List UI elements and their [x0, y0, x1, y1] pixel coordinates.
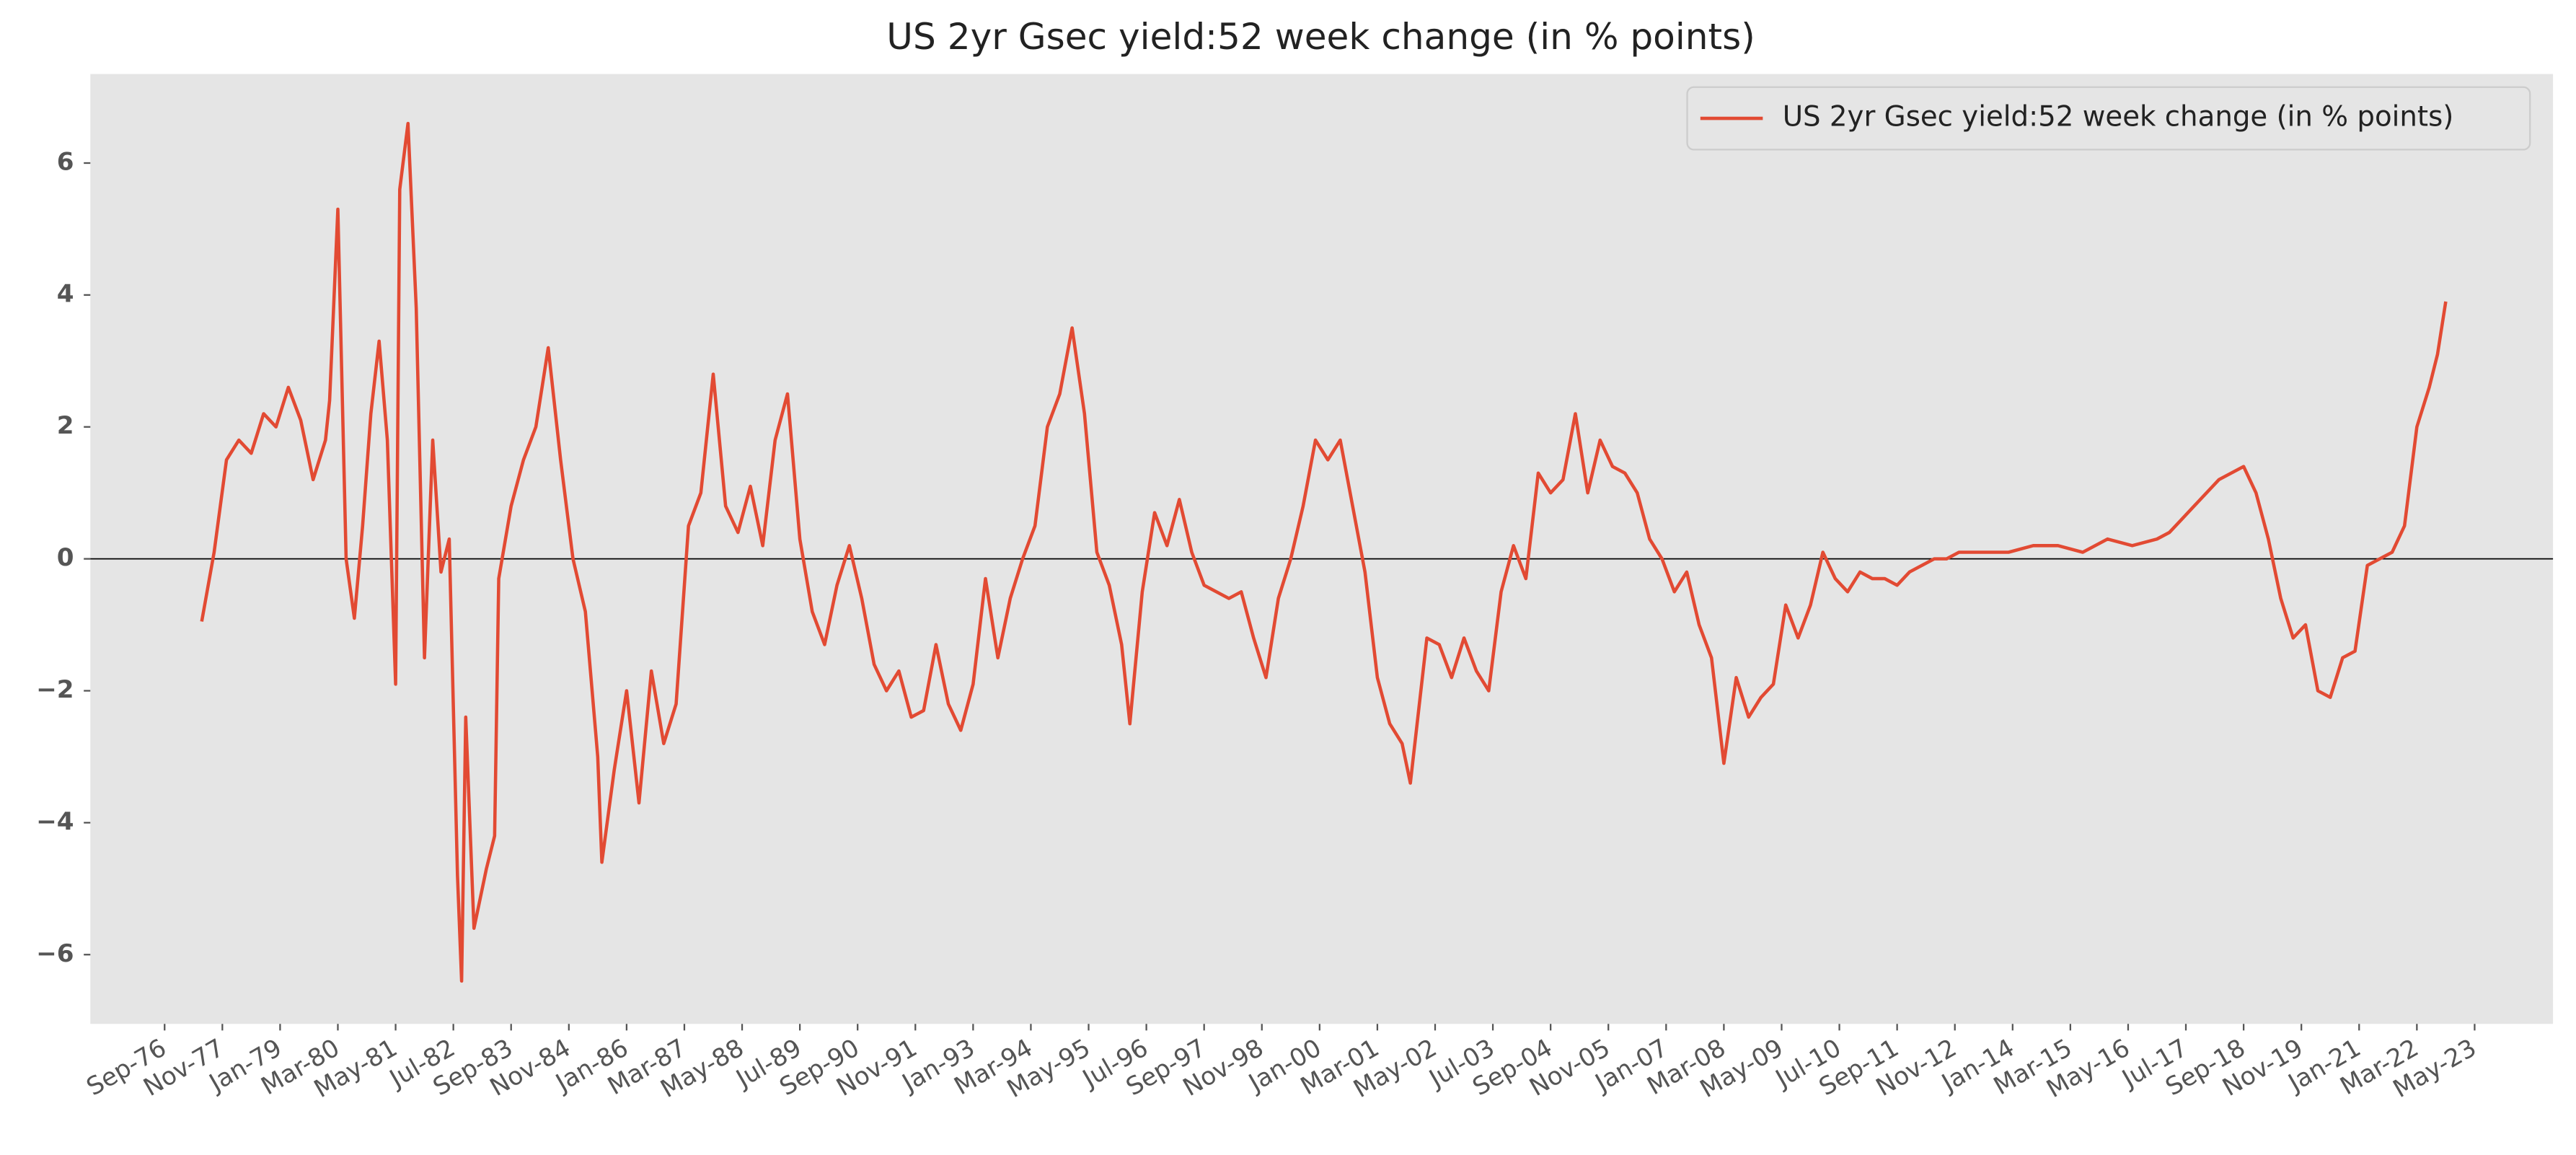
y-tick-label: 2 — [57, 411, 74, 440]
legend: US 2yr Gsec yield:52 week change (in % p… — [1686, 86, 2531, 151]
y-tick-label: 4 — [57, 279, 74, 308]
y-tick-label: −4 — [36, 807, 74, 836]
y-tick-label: 6 — [57, 147, 74, 176]
y-tick-label: −6 — [36, 939, 74, 968]
y-tick-label: 0 — [57, 543, 74, 572]
legend-box — [1686, 86, 2531, 151]
chart-title: US 2yr Gsec yield:52 week change (in % p… — [886, 15, 1755, 58]
plot-area — [90, 74, 2554, 1024]
legend-label: US 2yr Gsec yield:52 week change (in % p… — [1783, 101, 2454, 133]
data-line — [200, 121, 2448, 983]
y-tick-label: −2 — [36, 675, 74, 704]
